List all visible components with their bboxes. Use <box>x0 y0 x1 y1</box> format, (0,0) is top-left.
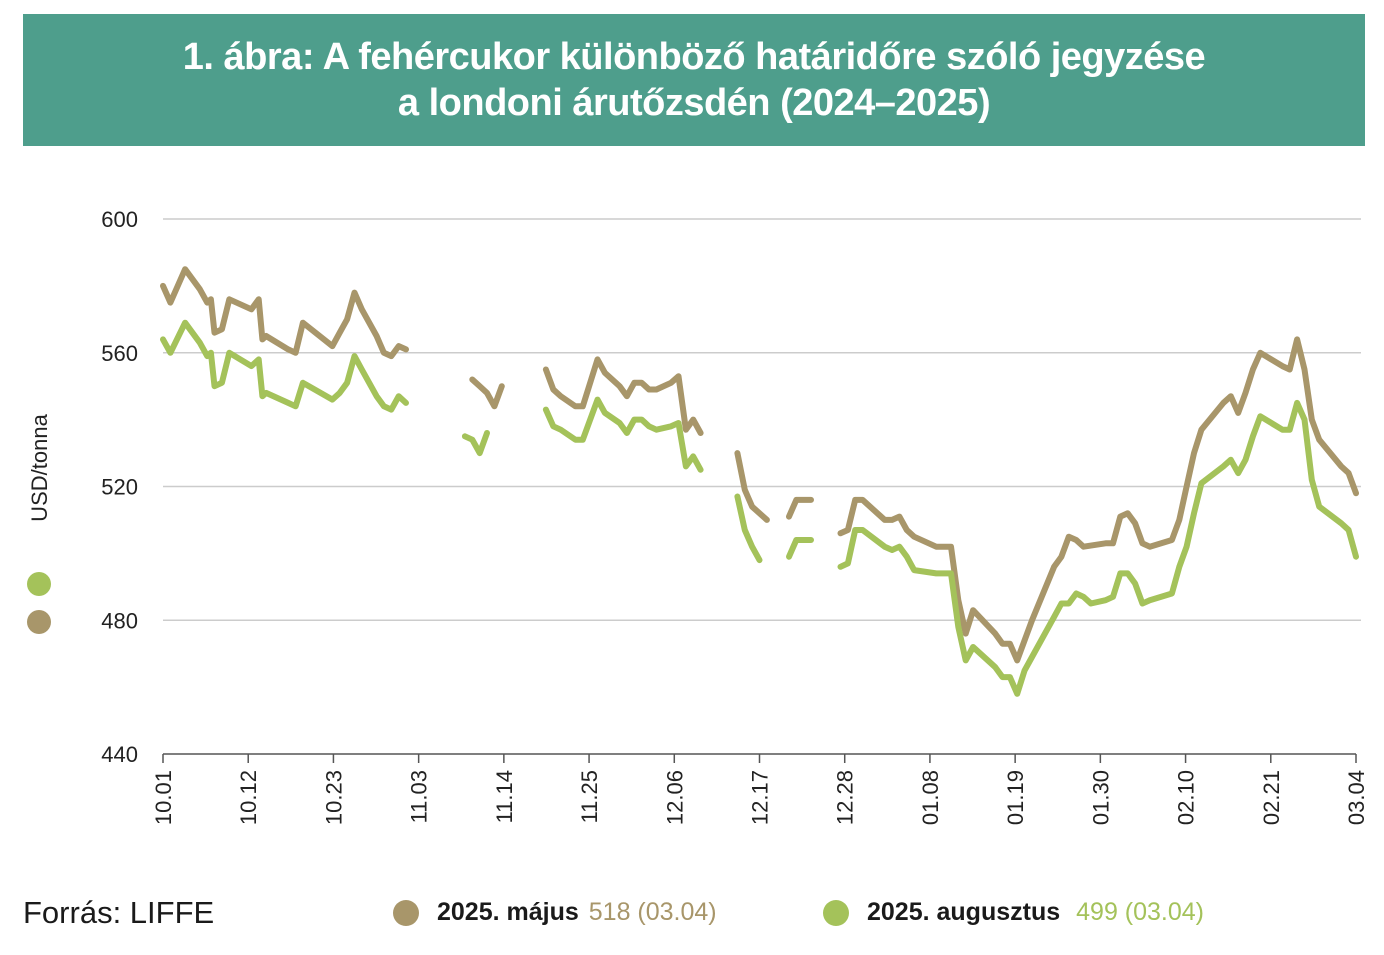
x-tick-label: 10.01 <box>151 770 176 825</box>
y-tick-label: 480 <box>101 608 138 633</box>
series-lines <box>160 266 1359 697</box>
x-tick-label: 01.30 <box>1088 770 1113 825</box>
legend-name-aug: 2025. augusztus <box>867 898 1061 926</box>
chart-title-line-2: a londoni árutőzsdén (2024–2025) <box>397 82 991 124</box>
x-tick-label: 12.28 <box>833 770 858 825</box>
y-tick-label: 520 <box>101 475 138 500</box>
legend-value-may: 518 (03.04) <box>588 898 717 926</box>
x-tick-label: 11.14 <box>492 770 517 823</box>
y-tick-label: 600 <box>101 207 138 232</box>
x-tick-label: 02.21 <box>1259 770 1284 825</box>
x-tick-label: 01.19 <box>1003 770 1028 825</box>
y-axis-ticks: 440 480 520 560 600 <box>101 207 138 767</box>
legend-item-aug: 2025. augusztus 499 (03.04) <box>823 898 1204 927</box>
x-tick-label: 12.17 <box>748 770 773 825</box>
x-tick-label: 10.23 <box>321 770 346 825</box>
y-tick-label: 560 <box>101 341 138 366</box>
series-line-may-segment-4 <box>786 496 814 520</box>
series-line-aug-segment-3 <box>734 493 763 564</box>
legend-swatch-may <box>393 899 419 926</box>
side-legend-dot-aug <box>27 572 51 596</box>
x-tick-label: 11.25 <box>577 770 602 823</box>
x-tick-label: 12.06 <box>662 770 687 825</box>
x-tick-label: 01.08 <box>918 770 943 825</box>
series-line-may-segment-5 <box>837 336 1359 664</box>
legend-item-may: 2025. május 518 (03.04) <box>393 898 717 927</box>
series-line-aug-segment-4 <box>786 537 814 560</box>
series-line-may-segment-1 <box>469 376 505 410</box>
side-legend-dot-may <box>27 610 51 634</box>
legend-name-may: 2025. május <box>437 898 579 926</box>
series-line-may-segment-3 <box>734 450 770 523</box>
source-note: Forrás: LIFFE <box>23 895 215 930</box>
legend-value-aug: 499 (03.04) <box>1076 898 1205 926</box>
x-tick-label: 10.12 <box>236 770 261 825</box>
legend-swatch-aug <box>823 899 849 926</box>
series-line-aug-segment-1 <box>461 430 490 457</box>
x-axis: 10.01 10.12 10.23 11.03 11.14 11.25 12.06 12.17… <box>151 753 1369 825</box>
gridlines <box>163 218 1361 621</box>
series-line-may-segment-2 <box>542 356 704 436</box>
series-line-aug-segment-2 <box>542 396 704 473</box>
chart-title-banner: 1. ábra: A fehércukor különböző határidő… <box>23 14 1365 146</box>
x-tick-label: 03.04 <box>1344 770 1369 825</box>
series-line-aug-segment-0 <box>160 319 409 413</box>
y-axis-label: USD/tonna <box>27 413 52 521</box>
y-tick-label: 440 <box>101 742 138 767</box>
series-line-aug-segment-5 <box>837 399 1359 697</box>
x-tick-label: 11.03 <box>407 770 432 823</box>
chart-title-line-1: 1. ábra: A fehércukor különböző határidő… <box>182 36 1206 78</box>
x-tick-label: 02.10 <box>1174 770 1199 825</box>
series-line-may-segment-0 <box>160 266 409 360</box>
